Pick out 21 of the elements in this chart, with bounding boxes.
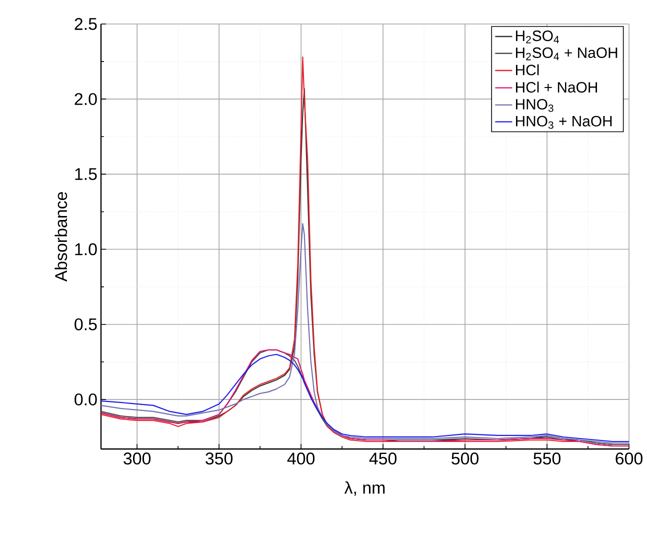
y-tick-label: 0.5 xyxy=(74,318,97,330)
x-tick-label: 600 xyxy=(616,452,642,465)
x-tick-label: 500 xyxy=(452,452,478,465)
y-tick-label: 2.5 xyxy=(74,18,97,30)
x-tick-label: 300 xyxy=(124,452,151,465)
x-tick-label: 350 xyxy=(206,452,233,465)
legend-label: H$_{2}$SO$_{4}$ + NaOH xyxy=(516,47,618,60)
y-tick-label: 1.0 xyxy=(75,243,97,256)
x-tick-label: 450 xyxy=(369,452,397,465)
legend-label: HNO$_{3}$ xyxy=(516,98,554,112)
legend-label: HCl + NaOH xyxy=(516,82,597,93)
y-tick-label: 1.5 xyxy=(75,168,97,180)
x-axis-title: λ, nm xyxy=(344,481,385,496)
x-tick-label: 400 xyxy=(287,452,315,465)
y-axis-title: Absorbance xyxy=(54,192,68,282)
legend-label: HCl xyxy=(516,64,539,76)
x-tick-label: 550 xyxy=(534,452,560,465)
y-tick-label: 0.0 xyxy=(74,393,97,406)
legend-label: HNO$_{3}$ + NaOH xyxy=(516,116,612,129)
legend-label: H$_{2}$SO$_{4}$ xyxy=(516,30,559,44)
y-tick-label: 2.0 xyxy=(74,93,97,106)
